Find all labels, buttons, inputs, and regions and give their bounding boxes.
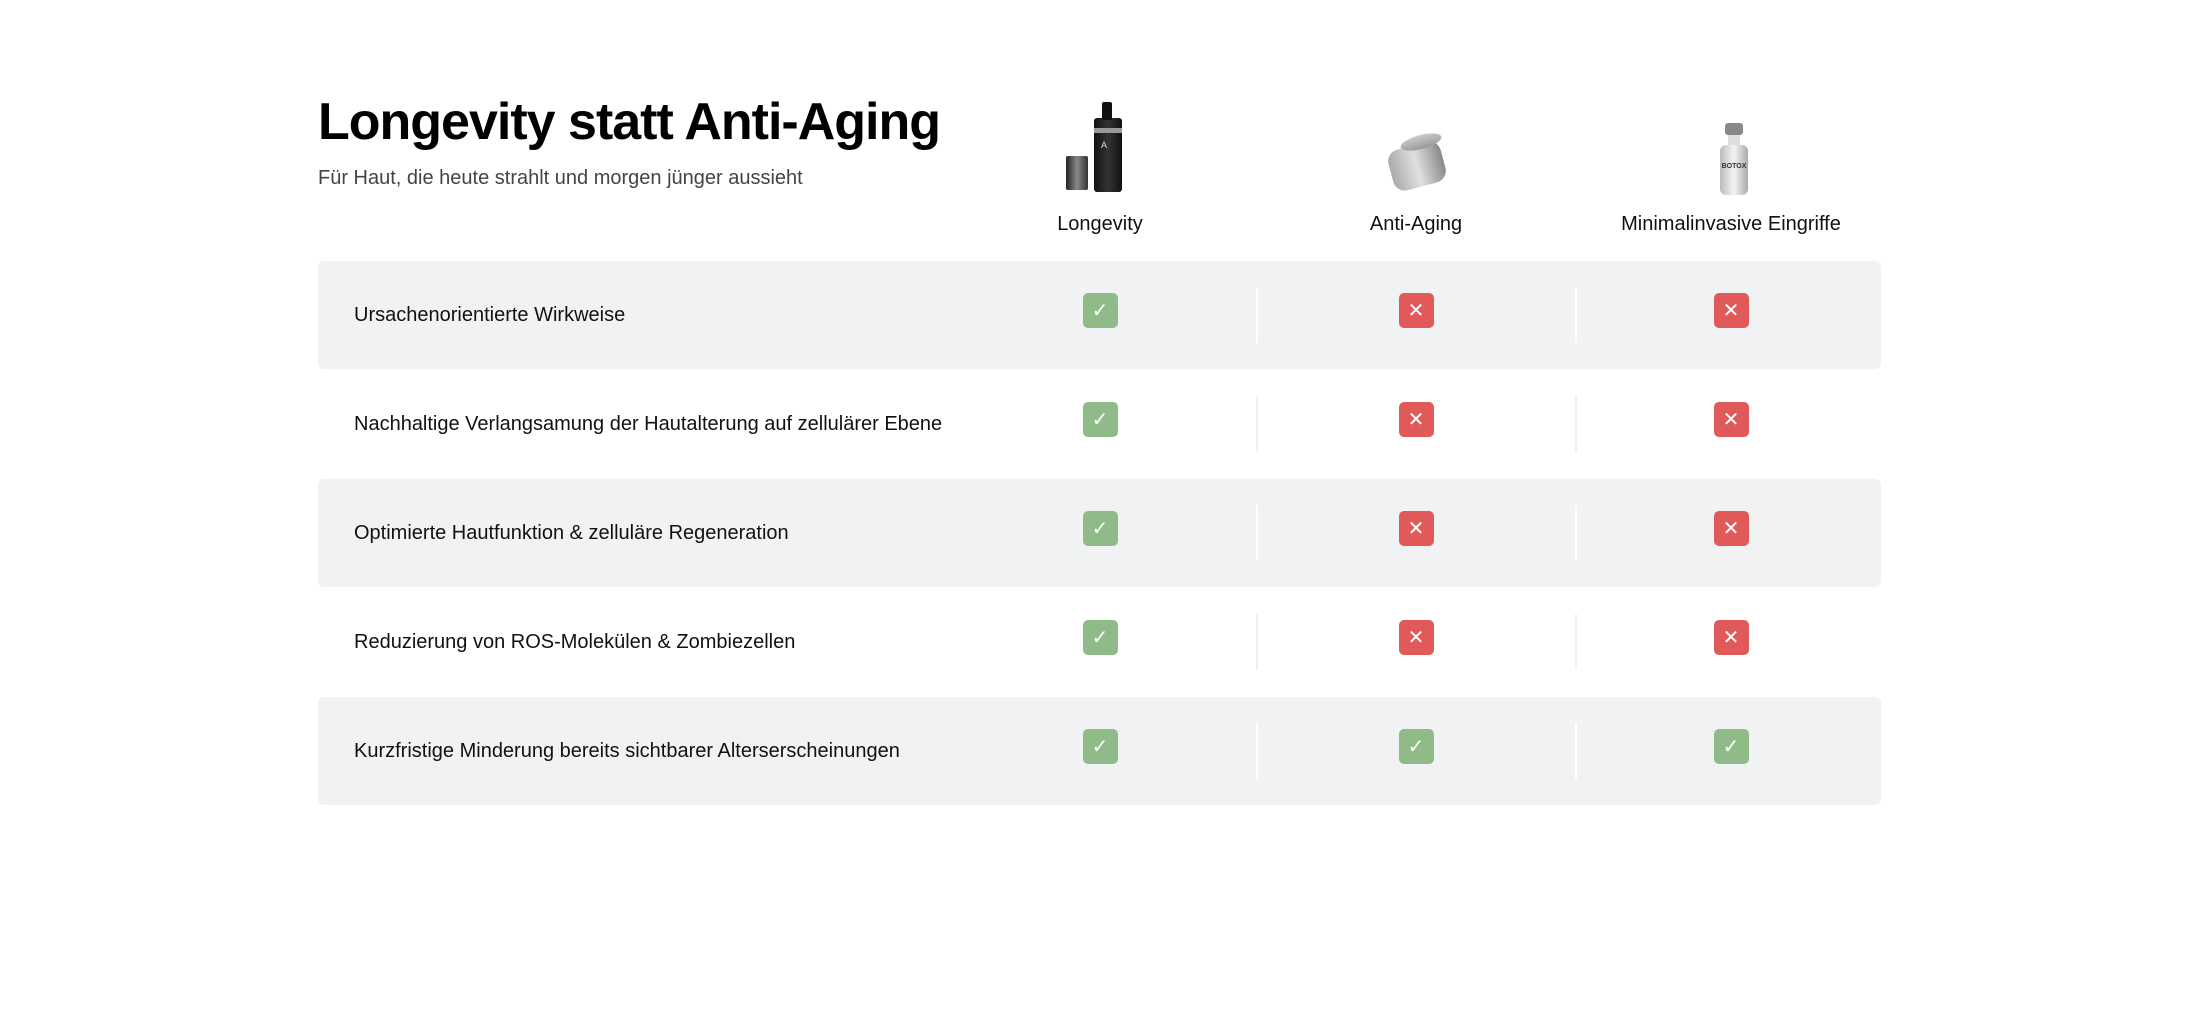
comparison-cell: ✕ xyxy=(1581,588,1881,696)
comparison-cell: ✓ xyxy=(1266,697,1566,805)
x-icon: ✕ xyxy=(1398,292,1434,328)
table-row: Nachhaltige Verlangsamung der Hautalteru… xyxy=(318,370,1881,478)
column-divider xyxy=(1256,396,1258,452)
check-icon: ✓ xyxy=(1082,292,1118,328)
row-label: Optimierte Hautfunktion & zelluläre Rege… xyxy=(354,522,789,544)
comparison-cell: ✕ xyxy=(1266,261,1566,369)
column-header-longevity: Longevity xyxy=(1057,213,1143,235)
comparison-cell: ✕ xyxy=(1266,370,1566,478)
x-icon: ✕ xyxy=(1398,510,1434,546)
check-icon: ✓ xyxy=(1082,401,1118,437)
comparison-cell: ✓ xyxy=(1581,697,1881,805)
x-icon: ✕ xyxy=(1713,619,1749,655)
comparison-cell: ✕ xyxy=(1266,588,1566,696)
comparison-cell: ✕ xyxy=(1581,261,1881,369)
check-icon: ✓ xyxy=(1082,510,1118,546)
cream-jar-image xyxy=(1385,129,1450,194)
check-icon: ✓ xyxy=(1398,728,1434,764)
x-icon: ✕ xyxy=(1713,292,1749,328)
botox-label: BOTOX xyxy=(1721,163,1747,170)
column-divider xyxy=(1575,723,1577,779)
check-icon: ✓ xyxy=(1713,728,1749,764)
column-header-anti-aging: Anti-Aging xyxy=(1369,213,1463,235)
column-divider xyxy=(1256,505,1258,561)
botox-vial-image: BOTOX xyxy=(1714,123,1754,197)
comparison-cell: ✓ xyxy=(950,588,1250,696)
check-icon: ✓ xyxy=(1082,728,1118,764)
column-divider xyxy=(1575,505,1577,561)
table-row: Kurzfristige Minderung bereits sichtbare… xyxy=(318,697,1881,805)
column-divider xyxy=(1575,396,1577,452)
x-icon: ✕ xyxy=(1713,401,1749,437)
table-row: Optimierte Hautfunktion & zelluläre Rege… xyxy=(318,479,1881,587)
table-row: Ursachenorientierte Wirkweise ✓ ✕ ✕ xyxy=(318,261,1881,369)
x-icon: ✕ xyxy=(1713,510,1749,546)
row-label: Nachhaltige Verlangsamung der Hautalteru… xyxy=(354,413,943,435)
column-divider xyxy=(1256,614,1258,670)
comparison-cell: ✓ xyxy=(950,261,1250,369)
comparison-cell: ✓ xyxy=(950,370,1250,478)
page-subtitle: Für Haut, die heute strahlt und morgen j… xyxy=(318,167,803,189)
serum-bottle-image: A xyxy=(1062,98,1134,194)
comparison-cell: ✕ xyxy=(1581,370,1881,478)
comparison-cell: ✕ xyxy=(1581,479,1881,587)
column-divider xyxy=(1575,614,1577,670)
x-icon: ✕ xyxy=(1398,619,1434,655)
column-divider xyxy=(1575,287,1577,343)
column-divider xyxy=(1256,287,1258,343)
column-header-minimalinvasive: Minimalinvasive Eingriffe xyxy=(1621,213,1841,235)
row-label: Ursachenorientierte Wirkweise xyxy=(354,304,626,326)
comparison-cell: ✓ xyxy=(950,479,1250,587)
column-divider xyxy=(1256,723,1258,779)
table-row: Reduzierung von ROS-Molekülen & Zombieze… xyxy=(318,588,1881,696)
row-label: Kurzfristige Minderung bereits sichtbare… xyxy=(354,740,900,762)
row-label: Reduzierung von ROS-Molekülen & Zombieze… xyxy=(354,631,796,653)
comparison-cell: ✓ xyxy=(950,697,1250,805)
check-icon: ✓ xyxy=(1082,619,1118,655)
x-icon: ✕ xyxy=(1398,401,1434,437)
page-title: Longevity statt Anti-Aging xyxy=(318,93,941,151)
comparison-cell: ✕ xyxy=(1266,479,1566,587)
